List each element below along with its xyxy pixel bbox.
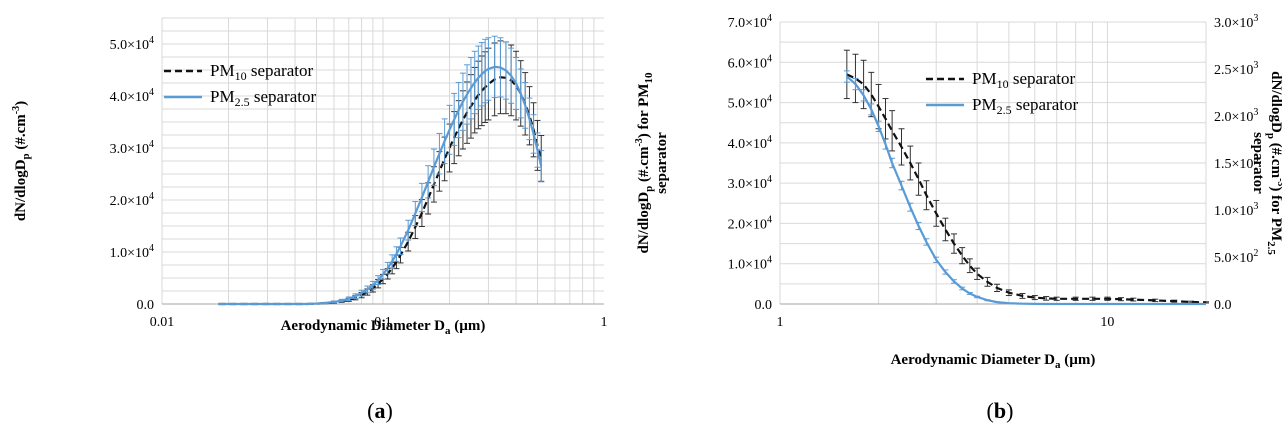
series-pm25 (843, 70, 1206, 306)
legend-entry: PM10 separator (210, 61, 313, 83)
y2-tick-label: 5.0×102​ (1214, 248, 1258, 266)
legend: PM10 separator PM2.5 separator (926, 69, 1078, 117)
x-tick-label: 1 (601, 315, 608, 330)
y-tick-label: 0.0 (137, 298, 155, 313)
panel-label: (b) (987, 398, 1014, 423)
y2-axis-label: dN/dlogDp (#.cm-3) for PM2.5​separator (1250, 71, 1282, 255)
y-tick-label: 1.0×104​ (110, 243, 154, 261)
series-line (846, 75, 1206, 306)
y-axis-label-line1: dN/dlogDp (#.cm-3) (11, 101, 32, 221)
x-tick-label: 10 (1100, 315, 1114, 330)
y-axis-label: dN/dlogDp (#.cm-3) for PM10​separator (634, 72, 670, 254)
y-tick-label: 2.0×104​ (110, 191, 154, 209)
panel-label: (a) (367, 398, 393, 423)
series-line (218, 76, 543, 306)
chart-panel-b: 0.0 1.0×104​ 2.0×104​ 3.0×104​ 4.0×104​ 5.0×1… (634, 13, 1282, 423)
y-tick-label: 5.0×104​ (728, 94, 772, 112)
chart-panel-a: 0.0 1.0×104​ 2.0×104​ 3.0×104​ 4.0×104​ 5.0×1… (11, 17, 608, 423)
y-tick-label: 4.0×104​ (110, 87, 154, 105)
legend: PM10 separator PM2.5 separator (164, 61, 316, 109)
x-tick-label: 1 (777, 315, 784, 330)
y-tick-label: 3.0×104​ (110, 139, 154, 157)
series-line (218, 65, 543, 306)
legend-entry: PM2.5 separator (210, 87, 316, 109)
x-axis-label: Aerodynamic Diameter Da (µm) (891, 352, 1096, 371)
y2-axis-label-line2: separator (1250, 132, 1266, 194)
y-axis-label-line1: dN/dlogDp (#.cm-3) for PM10​ (634, 72, 655, 254)
y-tick-label: 6.0×104​ (728, 53, 772, 71)
y2-tick-label: 0.0 (1214, 298, 1232, 313)
y-tick-label: 3.0×104​ (728, 174, 772, 192)
legend-entry: PM2.5 separator (972, 95, 1078, 117)
y2-tick-label: 2.5×103​ (1214, 60, 1258, 78)
y2-tick-label: 2.0×103​ (1214, 107, 1258, 125)
x-tick-label: 0.1 (374, 315, 392, 330)
series-line (846, 73, 1207, 304)
y2-axis-label-line1: dN/dlogDp (#.cm-3) for PM2.5​ (1265, 71, 1282, 255)
y-tick-label: 1.0×104​ (728, 255, 772, 273)
y2-tick-label: 3.0×103​ (1214, 13, 1258, 31)
y-axis-label-line2: separator (654, 132, 670, 194)
series-pm25 (218, 35, 545, 306)
y-tick-label: 7.0×104​ (728, 13, 772, 31)
legend-entry: PM10 separator (972, 69, 1075, 91)
x-axis-label: Aerodynamic Diameter Da (µm) (281, 318, 486, 337)
y2-tick-label: 1.5×103​ (1214, 154, 1258, 172)
y-tick-label: 5.0×104​ (110, 35, 154, 53)
grid-lines (779, 21, 1207, 305)
y-tick-label: 2.0×104​ (728, 214, 772, 232)
y-axis-label: dN/dlogDp (#.cm-3) (11, 101, 32, 221)
y-tick-label: 0.0 (755, 298, 773, 313)
y2-tick-label: 1.0×103​ (1214, 201, 1258, 219)
x-tick-label: 0.01 (150, 315, 175, 330)
y-tick-label: 4.0×104​ (728, 134, 772, 152)
